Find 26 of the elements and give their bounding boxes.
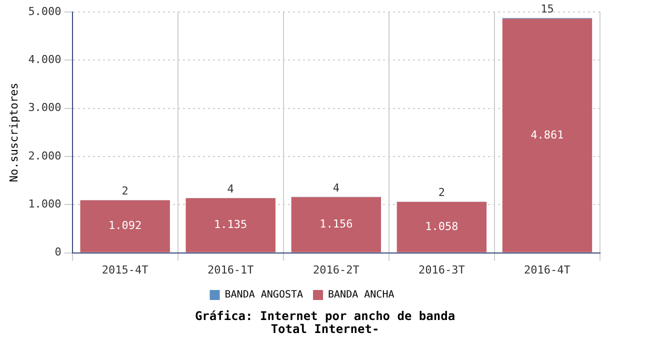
legend-label: BANDA ANGOSTA	[224, 290, 304, 301]
y-tick-label: 5.000	[28, 4, 62, 18]
data-label: 1.156	[320, 218, 353, 231]
data-label: 4.861	[530, 128, 564, 142]
data-label: 1.135	[214, 218, 248, 232]
x-tick-label: 2016-4T	[524, 263, 571, 276]
y-tick-label: 4.000	[28, 53, 62, 66]
y-tick-label: 2.000	[28, 149, 62, 162]
data-label: 2	[122, 184, 128, 198]
x-tick-label: 2016-2T	[312, 263, 360, 276]
x-tick-label: 2016-3T	[418, 263, 466, 276]
text: Total Internet-	[270, 322, 380, 336]
data-label: 1.092	[108, 219, 142, 232]
y-tick-label: 1.000	[28, 198, 62, 210]
data-label: 1.058	[425, 220, 458, 233]
legend-label: BANDA ANCHA	[328, 290, 394, 301]
data-label: 2	[438, 186, 446, 200]
x-tick-label: 2015-4T	[102, 263, 149, 276]
data-label: 15	[540, 2, 554, 16]
y-tick-label: 0	[54, 246, 62, 259]
y-axis-title: No.suscriptores	[7, 82, 20, 182]
data-label: 4	[332, 181, 340, 194]
y-tick-label: 3.000	[28, 101, 62, 114]
text: Gráfica: Internet por ancho de banda	[194, 309, 456, 323]
x-tick-label: 2016-1T	[207, 263, 254, 276]
data-label: 4	[227, 182, 234, 196]
